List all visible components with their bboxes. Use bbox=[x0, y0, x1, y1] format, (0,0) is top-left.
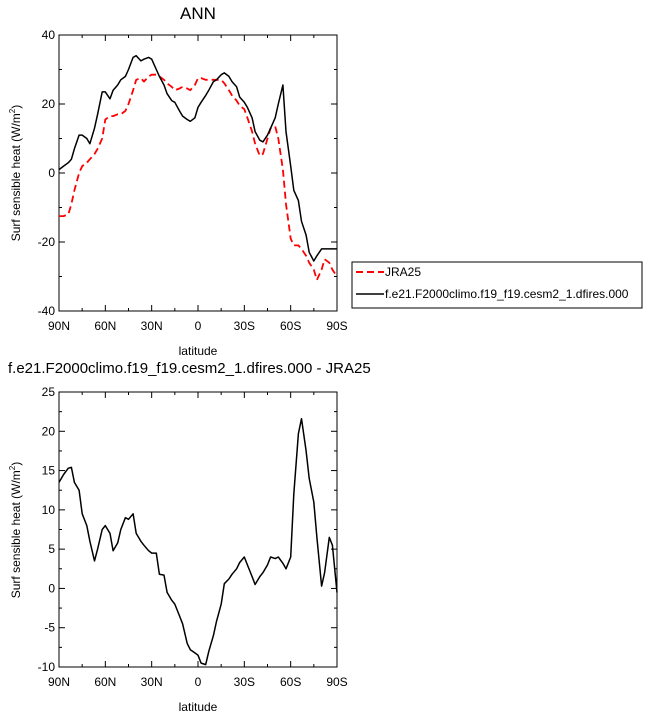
bottom-chart-xtick-label: 60S bbox=[280, 675, 301, 689]
bottom-chart-xtick-label: 30N bbox=[141, 675, 163, 689]
top-chart-xtick-label: 60N bbox=[94, 319, 116, 333]
legend-label-model: f.e21.F2000climo.f19_f19.cesm2_1.dfires.… bbox=[385, 287, 629, 301]
bottom-chart-xlabel: latitude bbox=[179, 700, 218, 714]
top-chart-title: ANN bbox=[180, 4, 216, 23]
legend-label-jra25: JRA25 bbox=[385, 265, 421, 279]
top-chart-plot-area: 90N 60N 30N 0 30S 60S 90S -40 -20 0 20 40 bbox=[38, 28, 348, 333]
bottom-chart-ytick-label: 10 bbox=[42, 503, 56, 517]
top-chart-xtick-label: 90S bbox=[326, 319, 347, 333]
top-chart-xtick-label: 60S bbox=[280, 319, 301, 333]
bottom-chart-ytick-label: -10 bbox=[38, 660, 56, 674]
top-chart-frame bbox=[58, 34, 338, 312]
bottom-chart-xtick-label: 0 bbox=[195, 675, 202, 689]
bottom-chart-ytick-label: -5 bbox=[44, 621, 55, 635]
top-chart-series-line-1 bbox=[58, 54, 337, 262]
bottom-chart-xtick-label: 90S bbox=[326, 675, 347, 689]
bottom-chart-ytick-label: 15 bbox=[42, 464, 56, 478]
bottom-chart-series-line-0 bbox=[58, 417, 338, 666]
bottom-chart-ytick-label: 20 bbox=[42, 424, 56, 438]
top-chart: ANN latitude Surf sensible heat (W/m2) 9… bbox=[8, 4, 348, 358]
top-chart-xtick-label: 30N bbox=[141, 319, 163, 333]
top-chart-ytick-label: 40 bbox=[42, 28, 56, 42]
bottom-chart-ylabel: Surf sensible heat (W/m2) bbox=[8, 462, 23, 599]
bottom-chart-ytick-label: 25 bbox=[42, 385, 56, 399]
legend-box bbox=[351, 261, 643, 309]
bottom-chart-ylabel-end: ) bbox=[9, 462, 23, 466]
top-chart-xtick-label: 90N bbox=[48, 319, 70, 333]
bottom-chart-xtick-label: 90N bbox=[48, 675, 70, 689]
top-chart-ylabel-sup: 2 bbox=[8, 108, 17, 113]
top-chart-ytick-label: 20 bbox=[42, 97, 56, 111]
top-chart-ylabel: Surf sensible heat (W/m2) bbox=[8, 105, 23, 242]
bottom-chart-ytick-label: 0 bbox=[48, 581, 55, 595]
bottom-chart: f.e21.F2000climo.f19_f19.cesm2_1.dfires.… bbox=[8, 360, 371, 714]
top-chart-ytick-label: -20 bbox=[38, 235, 56, 249]
top-chart-ylabel-main: Surf sensible heat (W/m bbox=[9, 113, 23, 241]
bottom-chart-ylabel-main: Surf sensible heat (W/m bbox=[9, 470, 23, 598]
top-chart-xtick-label: 30S bbox=[234, 319, 255, 333]
bottom-chart-title: f.e21.F2000climo.f19_f19.cesm2_1.dfires.… bbox=[8, 360, 371, 377]
bottom-chart-ytick-label: 5 bbox=[48, 542, 55, 556]
top-chart-ytick-label: -40 bbox=[38, 304, 56, 318]
bottom-chart-ylabel-sup: 2 bbox=[8, 465, 17, 470]
bottom-chart-plot-area: 90N 60N 30N 0 30S 60S 90S -10 -5 0 5 10 15 20 25 bbox=[38, 385, 348, 689]
bottom-chart-frame bbox=[58, 391, 338, 668]
top-chart-xlabel: latitude bbox=[179, 344, 218, 358]
top-chart-xtick-label: 0 bbox=[195, 319, 202, 333]
top-chart-legend: JRA25 f.e21.F2000climo.f19_f19.cesm2_1.d… bbox=[351, 261, 643, 309]
top-chart-ytick-label: 0 bbox=[48, 166, 55, 180]
bottom-chart-xtick-label: 60N bbox=[94, 675, 116, 689]
bottom-chart-xtick-label: 30S bbox=[234, 675, 255, 689]
top-chart-ylabel-end: ) bbox=[9, 105, 23, 109]
top-chart-series-line-0 bbox=[59, 73, 338, 281]
